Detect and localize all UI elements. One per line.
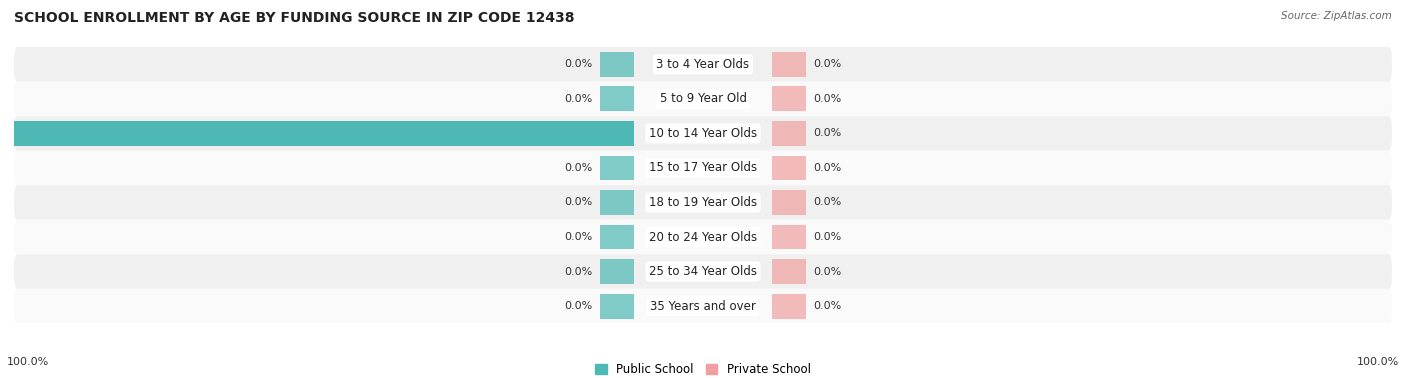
Bar: [772, 259, 807, 284]
Text: 0.0%: 0.0%: [813, 232, 841, 242]
Bar: [772, 121, 807, 146]
Text: 3 to 4 Year Olds: 3 to 4 Year Olds: [657, 58, 749, 71]
FancyBboxPatch shape: [14, 254, 1392, 289]
Text: 0.0%: 0.0%: [565, 197, 593, 208]
Bar: [599, 190, 634, 215]
Text: SCHOOL ENROLLMENT BY AGE BY FUNDING SOURCE IN ZIP CODE 12438: SCHOOL ENROLLMENT BY AGE BY FUNDING SOUR…: [14, 11, 575, 25]
Text: 100.0%: 100.0%: [0, 129, 7, 138]
Bar: [599, 225, 634, 249]
Text: 15 to 17 Year Olds: 15 to 17 Year Olds: [650, 161, 756, 175]
Bar: [599, 155, 634, 180]
Bar: [599, 87, 634, 111]
FancyBboxPatch shape: [14, 220, 1392, 254]
Text: 100.0%: 100.0%: [7, 357, 49, 367]
Text: 0.0%: 0.0%: [565, 266, 593, 277]
Text: 20 to 24 Year Olds: 20 to 24 Year Olds: [650, 231, 756, 243]
Text: 0.0%: 0.0%: [813, 129, 841, 138]
Text: 100.0%: 100.0%: [1357, 357, 1399, 367]
Text: 0.0%: 0.0%: [813, 163, 841, 173]
Text: 0.0%: 0.0%: [565, 301, 593, 311]
Bar: [772, 52, 807, 77]
FancyBboxPatch shape: [14, 151, 1392, 185]
Text: 0.0%: 0.0%: [565, 163, 593, 173]
Bar: [599, 259, 634, 284]
Text: 18 to 19 Year Olds: 18 to 19 Year Olds: [650, 196, 756, 209]
Bar: [599, 52, 634, 77]
Bar: [599, 294, 634, 319]
Text: 35 Years and over: 35 Years and over: [650, 300, 756, 313]
Text: 0.0%: 0.0%: [565, 59, 593, 69]
Text: 10 to 14 Year Olds: 10 to 14 Year Olds: [650, 127, 756, 140]
Bar: [772, 87, 807, 111]
FancyBboxPatch shape: [14, 116, 1392, 151]
Text: Source: ZipAtlas.com: Source: ZipAtlas.com: [1281, 11, 1392, 21]
Text: 0.0%: 0.0%: [813, 197, 841, 208]
Legend: Public School, Private School: Public School, Private School: [591, 358, 815, 378]
Bar: [14, 121, 634, 146]
Text: 0.0%: 0.0%: [813, 301, 841, 311]
FancyBboxPatch shape: [14, 185, 1392, 220]
Text: 0.0%: 0.0%: [813, 59, 841, 69]
FancyBboxPatch shape: [14, 82, 1392, 116]
FancyBboxPatch shape: [14, 47, 1392, 82]
Text: 5 to 9 Year Old: 5 to 9 Year Old: [659, 92, 747, 105]
Text: 0.0%: 0.0%: [565, 232, 593, 242]
Bar: [772, 294, 807, 319]
Bar: [772, 190, 807, 215]
Text: 0.0%: 0.0%: [813, 94, 841, 104]
Text: 0.0%: 0.0%: [813, 266, 841, 277]
Bar: [772, 225, 807, 249]
Text: 25 to 34 Year Olds: 25 to 34 Year Olds: [650, 265, 756, 278]
FancyBboxPatch shape: [14, 289, 1392, 323]
Text: 0.0%: 0.0%: [565, 94, 593, 104]
Bar: [772, 155, 807, 180]
